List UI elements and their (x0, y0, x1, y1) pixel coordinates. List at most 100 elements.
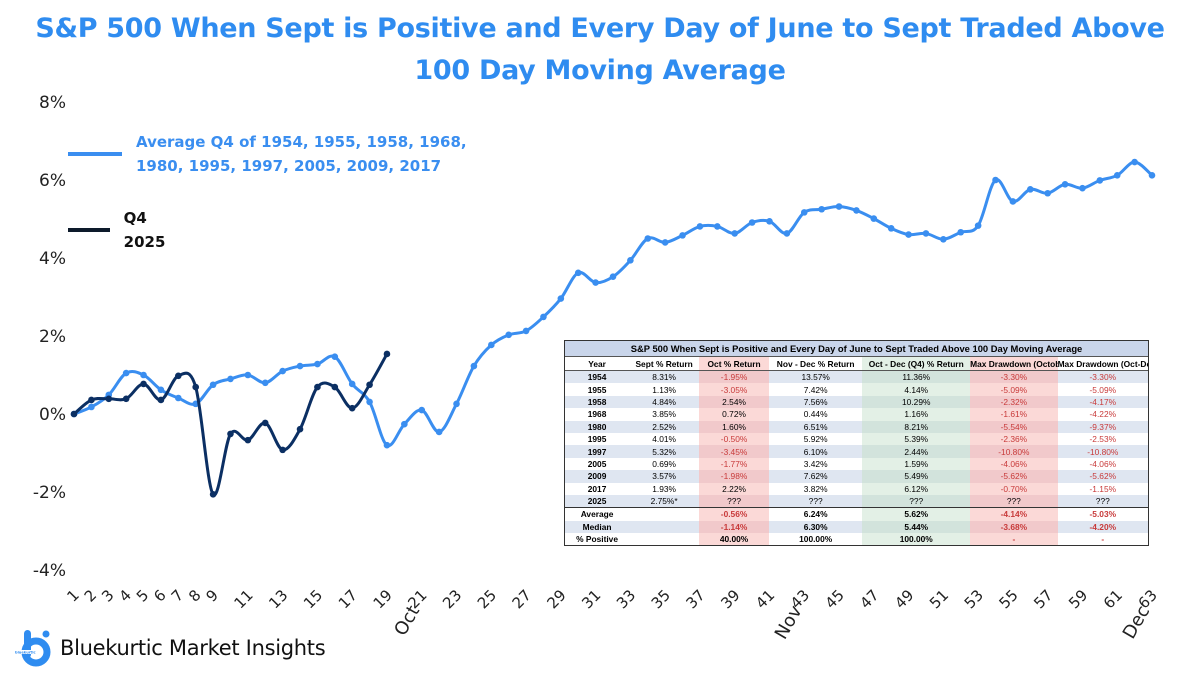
table-cell: ??? (769, 494, 863, 508)
table-header-cell: Oct % Return (699, 356, 770, 371)
x-tick-label: 25 (474, 586, 500, 612)
table-row: 2009 3.57% -1.98% 7.62% 5.49% -5.62% -5.62% (565, 470, 1148, 483)
series-average-point (592, 279, 599, 286)
table-cell: 2.54% (699, 395, 770, 409)
table-cell: -1.95% (699, 370, 770, 384)
chart-title-line1: S&P 500 When Sept is Positive and Every … (35, 13, 1165, 44)
series-average-point (522, 327, 530, 335)
series-average-point (157, 386, 165, 394)
series-average-point (140, 371, 147, 379)
table-cell: 3.85% (652, 409, 676, 420)
x-tick-label: 27 (509, 586, 535, 612)
table-cell: 100.00% (799, 534, 833, 545)
series-q4-2025-point (383, 350, 391, 358)
table-cell: 1958 (565, 395, 630, 409)
x-tick-label: 6 (150, 586, 169, 605)
table-cell: -4.06% (1089, 458, 1117, 469)
table-cell: 11.36% (862, 370, 971, 384)
y-tick-label: -4% (33, 561, 66, 581)
y-tick-label: 8% (39, 93, 66, 113)
legend-swatch-q4-2025 (68, 228, 110, 232)
series-average-point (540, 313, 547, 321)
series-q4-2025-point (279, 446, 286, 454)
series-average-point (1044, 189, 1051, 197)
x-tick-label: 3 (98, 586, 117, 605)
table-cell: ??? (970, 494, 1058, 508)
b-letter-logo-icon: bluekurtic (12, 628, 56, 668)
y-tick-label: 2% (39, 327, 66, 347)
series-q4-2025-point (227, 430, 234, 438)
y-tick-label: 6% (39, 171, 66, 191)
x-tick-label: 5 (133, 586, 152, 605)
series-average-point (696, 223, 704, 230)
table-cell: 1955 (587, 384, 607, 395)
series-average-point (418, 406, 426, 414)
table-cell: -5.62% (1057, 470, 1148, 483)
series-average-point (401, 420, 408, 428)
table-cell: -10.80% (1057, 445, 1148, 458)
table-cell: -4.22% (1089, 409, 1117, 420)
table-cell: -9.37% (1057, 420, 1148, 433)
table-cell: -5.09% (970, 383, 1058, 396)
series-q4-2025-point (157, 396, 165, 404)
table-cell: 5.44% (862, 520, 971, 534)
series-average-point (818, 205, 825, 213)
x-tick-label: 7 (168, 586, 187, 605)
series-average-point (1009, 198, 1017, 205)
table-cell: 4.01% (652, 434, 676, 445)
stats-table: S&P 500 When Sept is Positive and Every … (564, 340, 1149, 547)
x-tick-label: 4 (116, 586, 135, 605)
table-cell: 0.69% (652, 458, 676, 469)
series-q4-2025-point (70, 410, 78, 418)
logo-small-text: bluekurtic (15, 651, 36, 655)
series-average-point (905, 231, 912, 238)
series-average-point (227, 375, 234, 383)
table-cell: -1.14% (699, 520, 770, 534)
series-q4-2025-point (175, 372, 182, 380)
table-cell: 5.39% (862, 432, 971, 446)
table-row: 1997 5.32% -3.45% 6.10% 2.44% -10.80% -10.80% (565, 445, 1148, 458)
table-header-row: Year Sept % Return Oct % Return Nov - Dec %… (565, 356, 1148, 371)
series-average-point (922, 230, 930, 237)
table-cell: -4.17% (1057, 395, 1148, 409)
series-q4-2025-point (261, 419, 269, 427)
table-cell: 5.92% (803, 434, 828, 445)
series-average-point (800, 209, 808, 216)
series-average-point (296, 362, 304, 370)
series-average (70, 158, 1156, 449)
table-cell: 8.31% (629, 370, 700, 384)
series-q4-2025-point (122, 395, 130, 403)
table-cell: -0.56% (699, 507, 770, 521)
table-cell: 6.51% (769, 420, 863, 433)
table-cell: 1.13% (652, 384, 676, 395)
table-cell: 6.30% (769, 520, 863, 534)
x-tick-label: 17 (335, 586, 361, 612)
series-average-point (244, 371, 252, 379)
series-q4-2025-point (348, 404, 356, 412)
series-average-point (435, 428, 443, 436)
x-tick-label: 49 (891, 586, 917, 612)
x-tick-label: 8 (185, 586, 204, 605)
series-average-point (209, 381, 217, 389)
table-cell: -5.62% (970, 470, 1058, 483)
table-summary-row: % Positive 40.00% 100.00% 100.00% - - (565, 533, 1148, 546)
x-tick-label: 55 (996, 586, 1022, 612)
table-cell: -3.05% (699, 383, 770, 396)
series-average-point (731, 230, 739, 237)
table-cell: 7.56% (769, 395, 863, 409)
table-header-cell: Year (565, 356, 630, 371)
x-tick-label: 53 (961, 586, 987, 612)
table-cell: -10.80% (970, 445, 1058, 458)
series-average-point (870, 215, 878, 222)
x-tick-label: 61 (1100, 586, 1126, 612)
table-cell: -5.03% (1057, 507, 1148, 521)
x-tick-label: 1 (63, 586, 82, 605)
table-cell: 5.62% (862, 507, 971, 521)
table-cell: 2.52% (629, 420, 700, 433)
series-average-point (122, 369, 130, 377)
x-tick-label: 9 (202, 586, 221, 605)
series-average-point (992, 176, 999, 184)
x-tick-label: 39 (717, 586, 743, 612)
x-tick-label: 11 (230, 586, 256, 612)
table-cell: 100.00% (862, 533, 971, 546)
